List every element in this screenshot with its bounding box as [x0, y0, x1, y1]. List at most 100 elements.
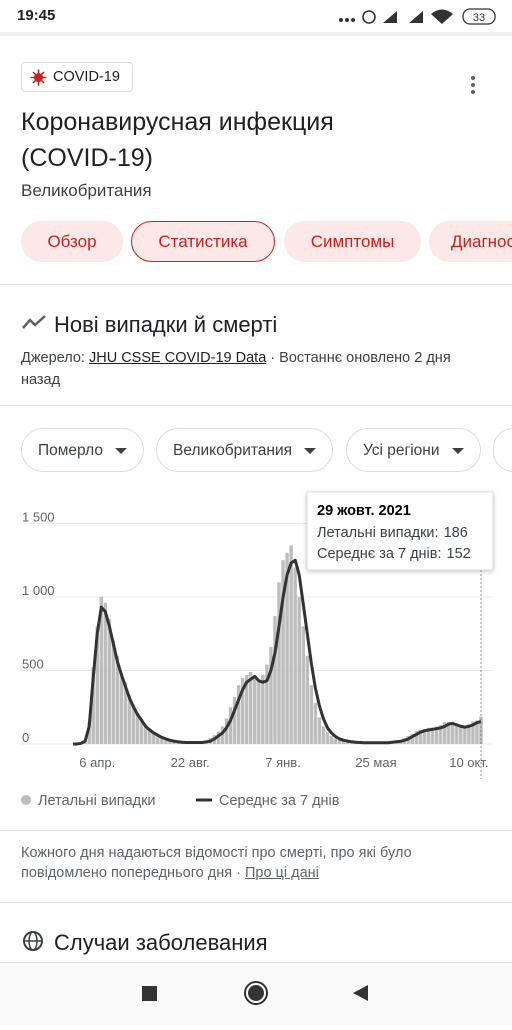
- chip-label: COVID-19: [53, 69, 120, 85]
- bar: [224, 718, 229, 744]
- filter-dropdown[interactable]: Померло: [21, 428, 144, 472]
- home-button[interactable]: [246, 983, 266, 1003]
- note: Кожного дня надаються відомості про смер…: [21, 843, 471, 883]
- tooltip-label: Летальні випадки:: [317, 525, 439, 541]
- tooltip-box: [306, 491, 494, 571]
- bar: [123, 682, 128, 744]
- status-icons: 33: [339, 8, 496, 25]
- page-title: Коронавирусная инфекция (COVID-19): [21, 108, 334, 172]
- bar: [438, 724, 443, 744]
- bar: [156, 734, 160, 744]
- y-tick-label: 1 500: [22, 509, 55, 524]
- bar: [285, 552, 289, 744]
- bar: [455, 724, 459, 744]
- chart: 0 500 1 000 1 500 6 апр. 22 авг. 7 янв. 25 мая 1…: [20, 491, 494, 809]
- bar: [135, 713, 140, 744]
- source-suffix: · Востаннє оновлено 2 дня назад: [21, 350, 451, 388]
- bar: [232, 696, 237, 744]
- bar: [160, 736, 164, 744]
- menu-button[interactable]: [466, 76, 480, 94]
- bar: [103, 602, 108, 744]
- bar: [127, 695, 132, 744]
- topic-chip[interactable]: COVID-19: [21, 62, 133, 92]
- bar: [99, 596, 103, 744]
- note-text: Кожного дня надаються відомості про смер…: [21, 845, 412, 881]
- bar: [257, 679, 261, 744]
- bar: [152, 732, 156, 744]
- bar: [281, 560, 285, 744]
- bar: [446, 721, 451, 744]
- y-tick-label: 1 000: [22, 583, 55, 598]
- legend-label: Середнє за 7 днів: [219, 793, 340, 809]
- source-prefix: Джерело:: [21, 350, 85, 366]
- x-tick-label: 22 авг.: [171, 755, 210, 770]
- trend-icon: [22, 315, 46, 329]
- source: Джерело: JHU CSSE COVID-19 Data · Востан…: [21, 347, 491, 391]
- source-link[interactable]: JHU CSSE COVID-19 Data: [88, 350, 267, 366]
- bar: [168, 739, 172, 744]
- bar: [422, 729, 427, 744]
- bar: [313, 702, 318, 744]
- bar: [228, 707, 233, 744]
- bar: [249, 671, 253, 744]
- y-tick-label: 500: [22, 656, 44, 671]
- bar: [305, 655, 310, 744]
- bar: [289, 545, 293, 744]
- note-link[interactable]: Про ці дані: [244, 865, 319, 881]
- bar: [471, 721, 475, 744]
- divider: [0, 902, 512, 903]
- bar: [297, 596, 301, 744]
- tab[interactable]: Диагностика: [429, 221, 512, 262]
- tab-active[interactable]: Статистика: [131, 221, 275, 262]
- x-tick-label: 25 мая: [355, 755, 396, 770]
- tooltip-date: 29 жовт. 2021: [317, 503, 411, 519]
- bar: [410, 733, 415, 744]
- bar: [139, 719, 144, 744]
- filter-dropdown[interactable]: Великобритания: [156, 428, 333, 472]
- tab[interactable]: Симптомы: [284, 221, 421, 262]
- bar: [442, 721, 447, 744]
- back-button[interactable]: [353, 985, 368, 1001]
- section-title: Нові випадки й смерті: [54, 312, 278, 337]
- bar: [277, 582, 281, 744]
- x-tick-label: 7 янв.: [265, 755, 301, 770]
- tooltip-value: 152: [447, 546, 471, 562]
- bar: [321, 726, 326, 744]
- legend-label: Летальні випадки: [38, 793, 156, 809]
- bar: [414, 731, 419, 744]
- bar: [418, 729, 423, 744]
- bar: [333, 738, 338, 744]
- bar: [115, 655, 120, 744]
- bar: [261, 674, 265, 744]
- next-section-title: Случаи заболевания: [54, 930, 268, 955]
- bar: [426, 727, 431, 744]
- tooltip-row: Середнє за 7 днів: 152: [317, 546, 471, 562]
- bar: [265, 664, 269, 744]
- x-tick-label: 10 окт.: [449, 755, 488, 770]
- bar: [131, 704, 136, 744]
- bar: [293, 567, 297, 744]
- bar: [244, 674, 249, 744]
- bar: [309, 685, 314, 744]
- bar: [341, 740, 346, 744]
- average-line: [73, 558, 482, 746]
- subtitle: Великобритания: [21, 181, 152, 200]
- tooltip-label: Середнє за 7 днів:: [317, 546, 442, 562]
- bar: [337, 740, 342, 744]
- divider: [0, 32, 512, 36]
- x-tick-label: 6 апр.: [79, 755, 115, 770]
- bar: [301, 626, 305, 744]
- bar: [164, 738, 168, 744]
- bar: [467, 724, 471, 744]
- bar: [463, 725, 467, 744]
- status-time: 19:45: [17, 7, 56, 24]
- battery: 33: [473, 12, 485, 24]
- y-tick-label: 0: [22, 730, 29, 745]
- filter-dropdown[interactable]: [493, 428, 512, 472]
- filter-dropdown[interactable]: Усі регіони: [346, 428, 481, 472]
- divider: [0, 284, 512, 285]
- recent-button[interactable]: [142, 986, 157, 1001]
- tab[interactable]: Обзор: [21, 221, 123, 262]
- filter-label: Усі регіони: [363, 442, 440, 459]
